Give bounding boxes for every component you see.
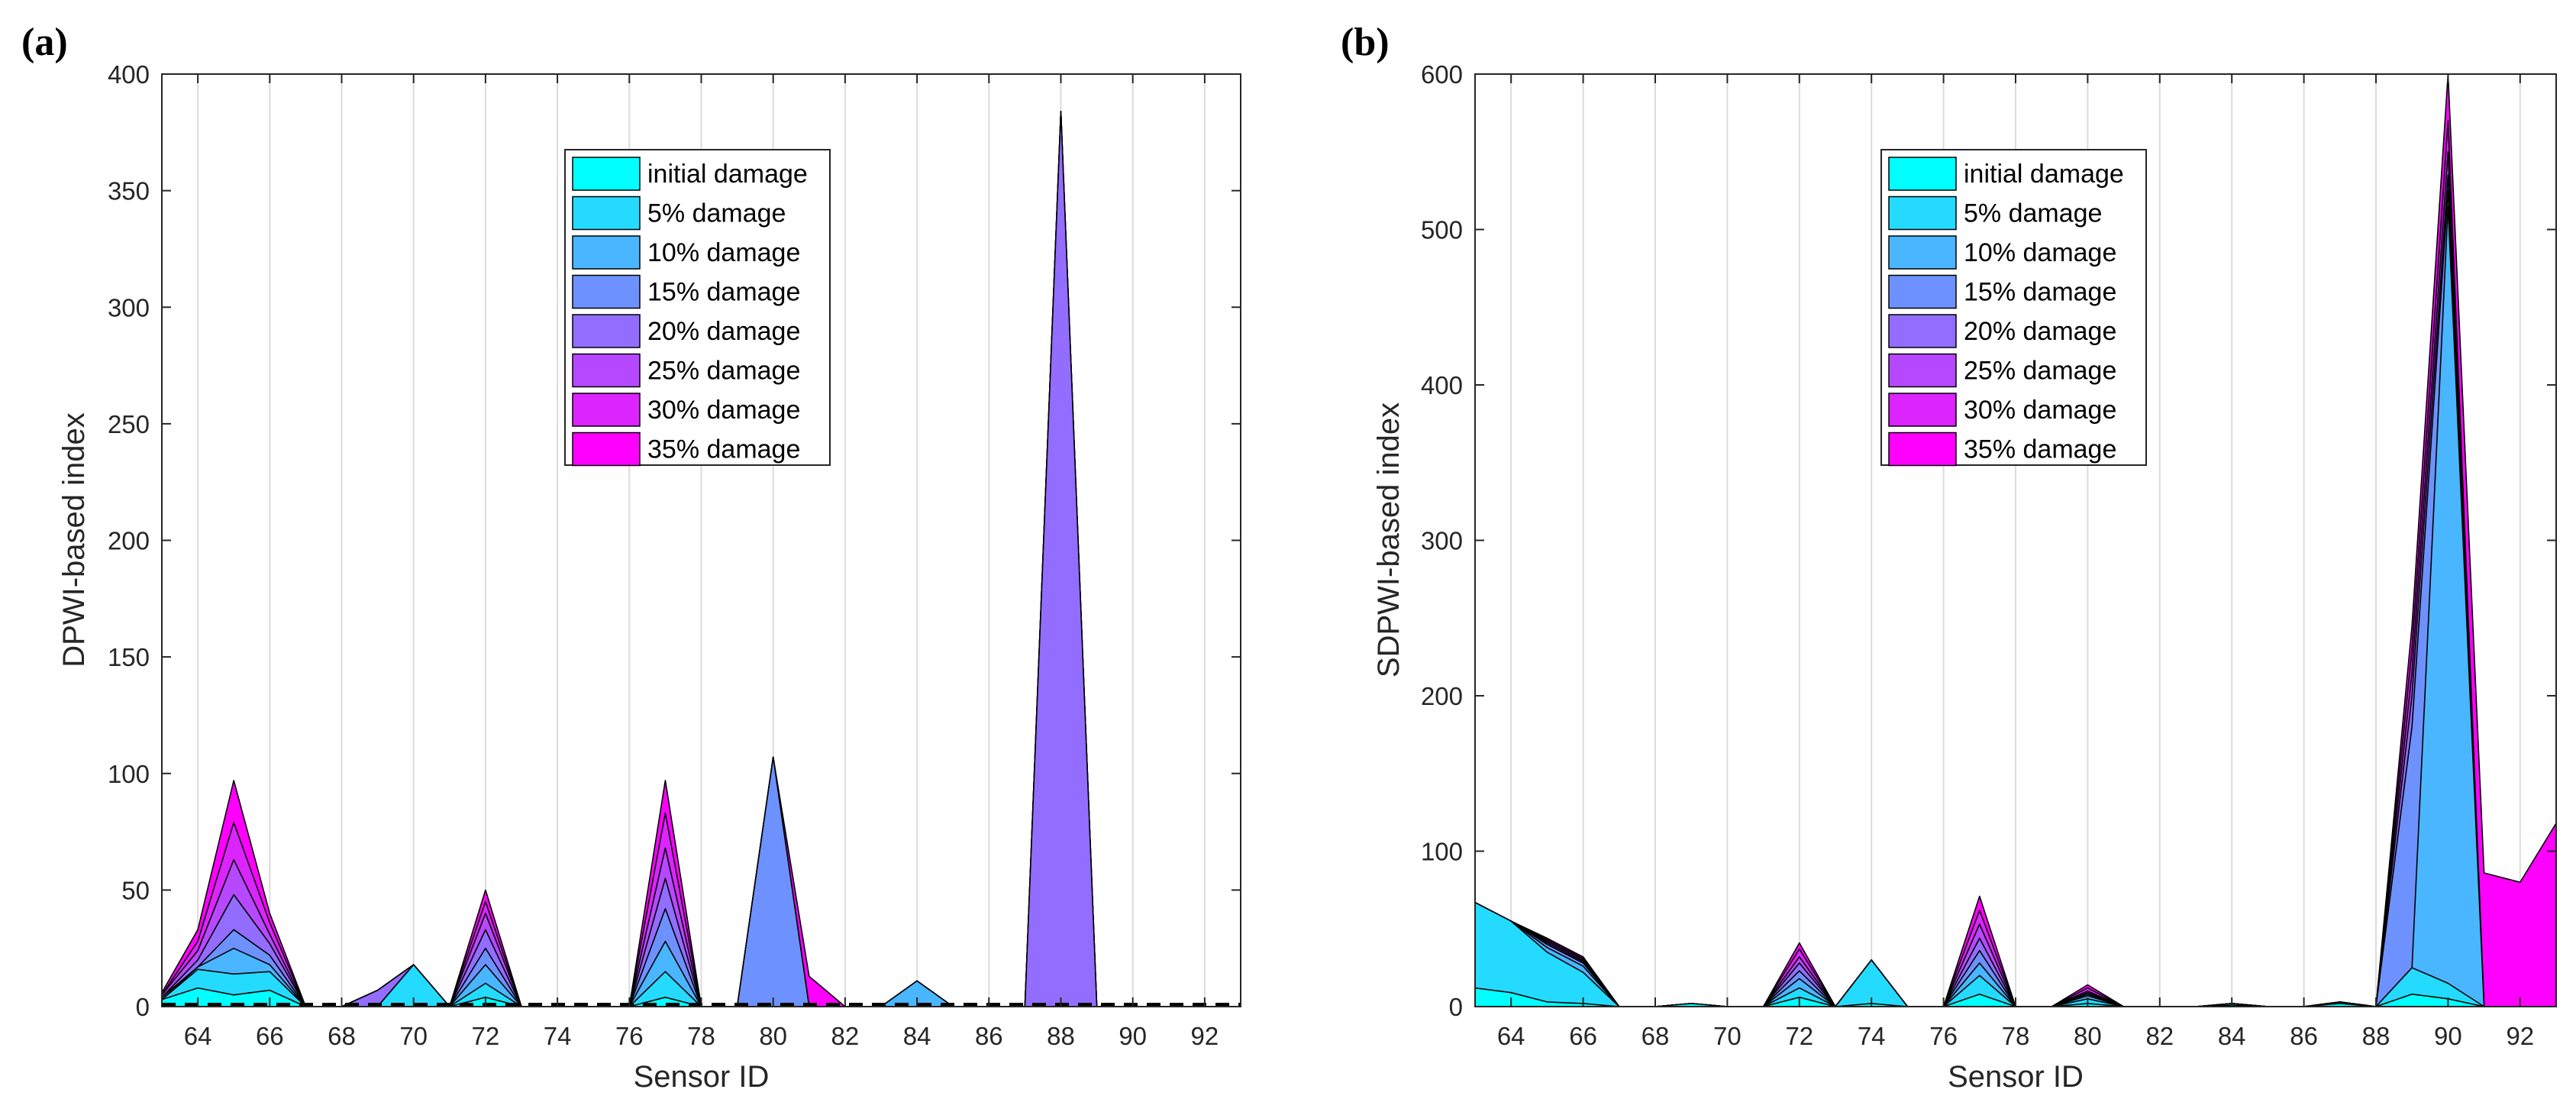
y-tick-label: 100: [108, 760, 150, 788]
legend-label: 5% damage: [647, 199, 786, 228]
legend: initial damage 5% damage 10% damage 15% dam…: [564, 149, 831, 467]
x-tick-label: 64: [184, 1022, 212, 1050]
legend-swatch: [572, 274, 641, 309]
y-tick-label: 400: [108, 60, 150, 89]
y-tick-label: 100: [1421, 838, 1463, 866]
x-tick-label: 68: [328, 1022, 356, 1050]
legend-swatch: [572, 353, 641, 388]
x-tick-label: 80: [2074, 1022, 2102, 1050]
x-tick-label: 92: [2506, 1022, 2534, 1050]
x-tick-label: 66: [256, 1022, 284, 1050]
x-tick-label: 74: [544, 1022, 572, 1050]
legend-swatch: [1888, 157, 1957, 191]
legend-label: initial damage: [1964, 160, 2124, 189]
legend-swatch: [1888, 314, 1957, 348]
legend-label: 30% damage: [647, 396, 800, 425]
legend-label: initial damage: [647, 160, 808, 189]
legend-swatch: [1888, 432, 1957, 467]
x-axis-label: Sensor ID: [1948, 1060, 2084, 1094]
legend-label: 15% damage: [1964, 278, 2116, 307]
legend-label: 10% damage: [647, 238, 800, 267]
x-tick-label: 84: [2218, 1022, 2246, 1050]
chart-panel-b: 64 66 68 70 72 74 76 78 80 82 84 86 88 90 92 0 100 200 300…: [1341, 21, 2557, 1094]
x-tick-label: 84: [903, 1022, 931, 1050]
legend-swatch: [1888, 353, 1957, 388]
x-tick-label: 72: [472, 1022, 500, 1050]
legend-swatch: [572, 314, 641, 348]
x-tick-label: 78: [687, 1022, 715, 1050]
x-tick-label: 80: [759, 1022, 787, 1050]
y-tick-label: 50: [121, 876, 150, 904]
y-tick-label: 200: [1421, 682, 1463, 710]
legend-label: 25% damage: [1964, 357, 2116, 386]
y-axis-label: SDPWI-based index: [1372, 402, 1406, 677]
y-tick-label: 0: [136, 993, 150, 1021]
legend-swatch: [1888, 274, 1957, 309]
x-axis-label: Sensor ID: [634, 1060, 770, 1094]
x-tick-label: 88: [1047, 1022, 1075, 1050]
x-tick-label: 70: [1713, 1022, 1742, 1050]
panel-label: (a): [21, 21, 68, 64]
legend: initial damage 5% damage 10% damage 15% dam…: [1880, 149, 2147, 467]
x-tick-label: 86: [2290, 1022, 2318, 1050]
y-tick-label: 250: [108, 410, 150, 438]
y-tick-label: 500: [1421, 216, 1463, 244]
legend-swatch: [572, 235, 641, 270]
chart-panel-a: 64 66 68 70 72 74 76 78 80 82 84 86 88 90 92 0 50 100 150 2…: [21, 21, 1241, 1094]
x-tick-label: 90: [2434, 1022, 2462, 1050]
x-tick-label: 64: [1497, 1022, 1525, 1050]
y-tick-label: 300: [1421, 527, 1463, 555]
legend-label: 30% damage: [1964, 396, 2116, 425]
legend-label: 25% damage: [647, 357, 800, 386]
x-tick-label: 74: [1858, 1022, 1886, 1050]
legend-label: 20% damage: [1964, 317, 2116, 346]
legend-swatch: [572, 432, 641, 467]
legend-label: 15% damage: [647, 278, 800, 307]
legend-label: 10% damage: [1964, 238, 2116, 267]
panel-label: (b): [1341, 21, 1390, 64]
y-tick-label: 200: [108, 527, 150, 555]
x-tick-label: 82: [2145, 1022, 2174, 1050]
x-tick-label: 86: [975, 1022, 1003, 1050]
x-tick-label: 76: [1929, 1022, 1958, 1050]
x-tick-label: 78: [2002, 1022, 2030, 1050]
y-tick-label: 0: [1449, 993, 1463, 1021]
x-tick-label: 66: [1569, 1022, 1597, 1050]
y-tick-label: 400: [1421, 371, 1463, 399]
x-tick-label: 82: [831, 1022, 860, 1050]
x-tick-label: 76: [615, 1022, 644, 1050]
x-tick-label: 68: [1641, 1022, 1670, 1050]
legend-swatch: [572, 393, 641, 427]
legend-label: 35% damage: [1964, 435, 2116, 464]
x-tick-label: 72: [1785, 1022, 1813, 1050]
legend-label: 20% damage: [647, 317, 800, 346]
legend-swatch: [572, 157, 641, 191]
legend-swatch: [572, 196, 641, 231]
y-tick-label: 150: [108, 643, 150, 671]
legend-swatch: [1888, 235, 1957, 270]
legend-label: 5% damage: [1964, 199, 2102, 228]
x-tick-label: 90: [1119, 1022, 1147, 1050]
x-tick-label: 88: [2362, 1022, 2390, 1050]
legend-label: 35% damage: [647, 435, 800, 464]
legend-swatch: [1888, 393, 1957, 427]
y-tick-label: 300: [108, 293, 150, 322]
x-tick-label: 92: [1191, 1022, 1219, 1050]
y-tick-label: 350: [108, 177, 150, 205]
legend-swatch: [1888, 196, 1957, 231]
x-tick-label: 70: [399, 1022, 428, 1050]
y-axis-label: DPWI-based index: [57, 412, 91, 667]
y-tick-label: 600: [1421, 60, 1463, 89]
